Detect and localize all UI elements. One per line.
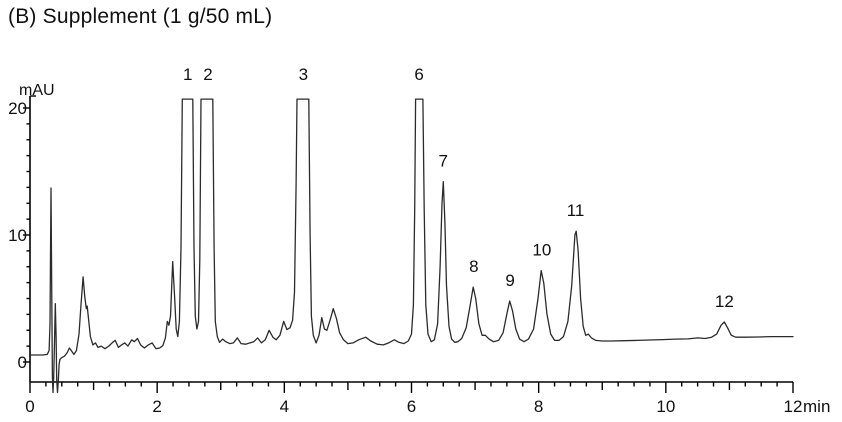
x-tick-label: 6 [407,397,416,416]
axis-tick-labels: 0 10 20 0 2 4 6 8 10 12 [8,99,802,416]
x-tick-label: 2 [152,397,161,416]
axis-unit-labels: mAU min [19,82,830,416]
x-tick-label: 12 [784,397,803,416]
peak-label-6: 6 [414,65,423,84]
y-tick-label: 20 [8,99,27,118]
peak-label-1: 1 [183,65,192,84]
x-axis-unit-label: min [803,397,830,416]
y-axis-unit-label: mAU [19,82,55,99]
peak-label-11: 11 [567,201,585,220]
signal-trace [29,98,794,394]
figure-title: (B) Supplement (1 g/50 mL) [8,5,273,28]
peak-label-2: 2 [203,65,212,84]
x-tick-label: 10 [656,397,675,416]
x-tick-label: 0 [25,397,34,416]
y-tick-label: 10 [8,226,27,245]
peak-label-3: 3 [299,65,308,84]
axis-ticks [23,107,794,393]
peak-label-7: 7 [439,152,448,171]
x-tick-label: 8 [534,397,543,416]
peak-label-9: 9 [505,271,514,290]
peak-label-12: 12 [715,292,734,311]
x-tick-label: 4 [280,397,289,416]
chromatogram-trace [29,98,794,394]
y-tick-label: 0 [18,353,27,372]
peak-label-10: 10 [532,241,551,260]
peak-label-8: 8 [469,257,478,276]
